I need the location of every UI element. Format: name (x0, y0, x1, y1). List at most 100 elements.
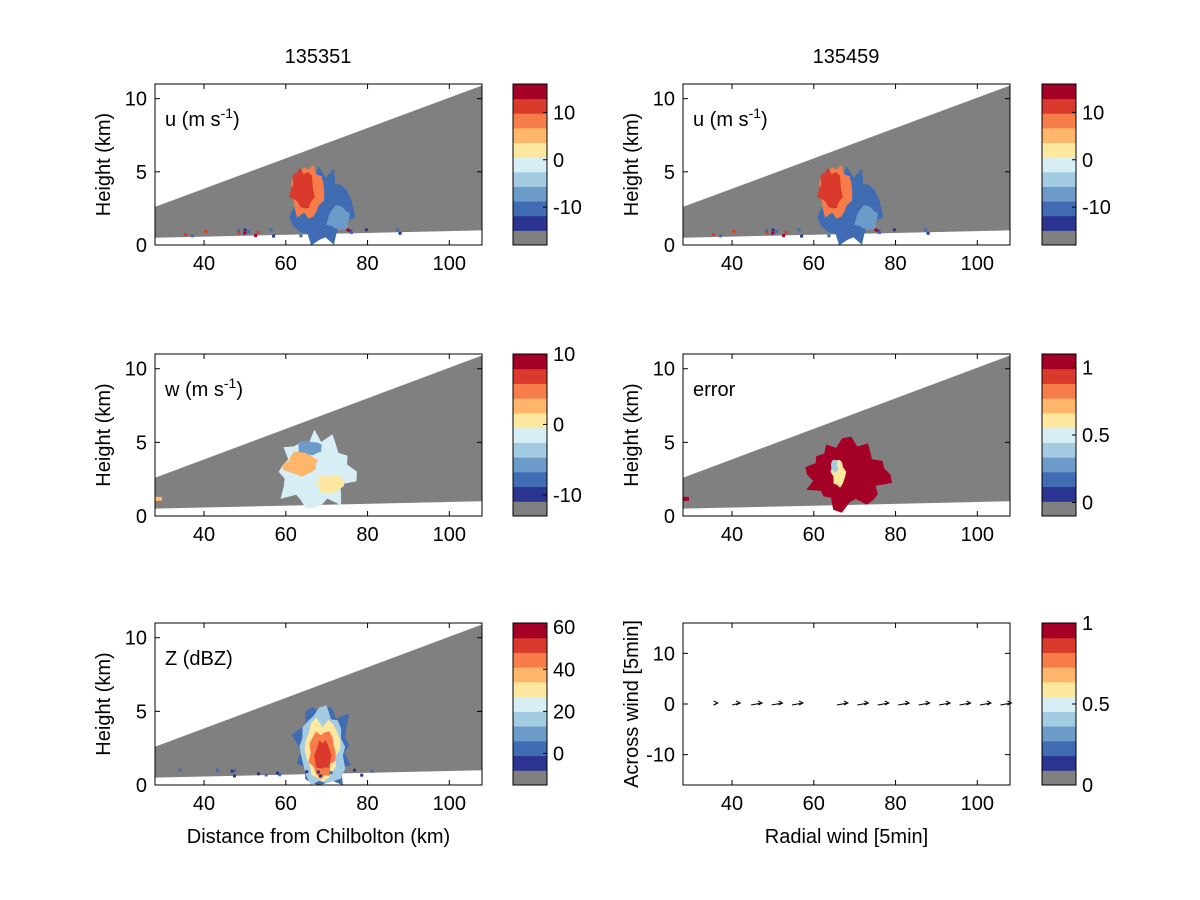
wind-vectors-arrow-shaft (877, 702, 889, 706)
wind-vectors-colorbar-label: 1 (1082, 613, 1093, 635)
u-135459-speckle (797, 228, 801, 232)
u-135351-speckle (237, 228, 241, 232)
u-135351-speckle (328, 230, 332, 233)
u-135351-colorbar-label: 0 (553, 150, 564, 172)
Z-135351-scan-region (155, 624, 482, 778)
wind-vectors-arrow-shaft (857, 702, 869, 706)
wind-vectors-arrow-shaft (771, 702, 783, 706)
u-135459-speckle (771, 228, 775, 232)
error-135459-colorbar-band (1042, 427, 1076, 443)
u-135459-panel-label: u (m s-1) (693, 105, 768, 131)
wind-vectors-arrow-shaft (791, 702, 804, 706)
u-135351-speckle (184, 233, 187, 236)
u-135459-colorbar-band (1042, 84, 1076, 100)
u-135351-axes-box (154, 83, 483, 246)
Z-135351-speckle (329, 771, 333, 775)
wind-vectors-arrow-head (757, 700, 764, 706)
error-135459-xtick-label: 100 (961, 524, 994, 546)
Z-135351-colorbar-band (513, 726, 547, 742)
u-135459-speckle (800, 234, 804, 238)
w-135351-edge-patch (155, 496, 162, 501)
u-135351-speckle (246, 230, 250, 233)
u-135459-speckle (924, 228, 928, 232)
u-135459-cell-red (817, 167, 843, 209)
Z-135351-speckle (233, 774, 236, 778)
u-135459-colorbar-label: 0 (1082, 150, 1093, 172)
error-135459-colorbar-band (1042, 457, 1076, 473)
wind-vectors-arrow-shaft (939, 702, 951, 706)
u-135459-label-tail: ) (761, 109, 768, 131)
w-135351-cell-blue (298, 441, 322, 456)
wind-vectors-colorbar-band (1042, 696, 1076, 712)
u-135351-cell-lightblue (326, 205, 350, 231)
Z-135351-ytick-label: 0 (136, 775, 147, 797)
u-135459-speckle (782, 234, 786, 238)
Z-135351-colorbar-label: 20 (553, 701, 575, 723)
u-135351-colorbar-frame (512, 83, 548, 246)
u-135351-speckle (396, 228, 400, 232)
w-135351-colorbar-band (513, 398, 547, 414)
Z-135351-xtick-label: 60 (275, 793, 297, 815)
error-135459-xtick-label: 60 (803, 524, 825, 546)
u-135459-colorbar-band (1042, 186, 1076, 202)
Z-135351-xtick-label: 40 (193, 793, 215, 815)
wind-vectors-colorbar-band (1042, 681, 1076, 698)
error-135459-colorbar-band (1042, 398, 1076, 414)
Z-135351-speckle (216, 768, 219, 772)
wind-vectors-xtick-label: 40 (721, 793, 743, 815)
wind-vectors-arrow-shaft (979, 702, 992, 706)
u-135459-speckle (874, 228, 878, 232)
Z-135351-colorbar-band (513, 740, 547, 757)
wind-vectors-ytick-label: -10 (646, 745, 675, 767)
wind-vectors-colorbar-band (1042, 652, 1076, 668)
w-135351-colorbar-band (513, 383, 547, 399)
wind-vectors-colorbar-band (1042, 740, 1076, 757)
w-135351-ytick-label: 5 (136, 432, 147, 454)
w-135351-cell-yellow (314, 475, 345, 494)
Z-135351-panel-label: Z (dBZ) (165, 648, 233, 670)
wind-vectors-arrow-shaft (918, 702, 930, 706)
u-135459-speckle (878, 231, 882, 235)
u-135351-ytick-label: 5 (136, 162, 147, 184)
w-135351-cell-orange (282, 451, 318, 477)
u-135459-speckle (712, 233, 715, 236)
error-135459-colorbar-band (1042, 354, 1076, 370)
u-135351-colorbar-band (513, 98, 547, 114)
w-135351-colorbar-band (513, 486, 547, 502)
wind-vectors-arrow-shaft (750, 702, 763, 706)
u-135459-speckle (926, 231, 930, 235)
Z-135351-ytick-label: 5 (136, 701, 147, 723)
u-135351-speckle (243, 231, 247, 235)
wind-vectors-arrow-shaft (836, 702, 849, 706)
wind-vectors-arrow-head (778, 700, 784, 706)
u-135459-colorbar-band (1042, 127, 1076, 144)
u-135459-ytick-label: 10 (653, 89, 675, 111)
Z-135351-speckle (316, 770, 320, 774)
Z-135351-speckle (353, 768, 356, 772)
u-135459-colorbar-band (1042, 98, 1076, 114)
u-135351-speckle (204, 229, 208, 233)
error-135459-cell-dark-red (805, 436, 892, 513)
u-135459-ytick-label: 0 (664, 235, 675, 257)
u-135459-speckle (850, 228, 854, 232)
wind-vectors-xtick-label: 100 (961, 793, 994, 815)
u-135351-speckle (322, 228, 326, 232)
u-135351-panel-label: u (m s-1) (165, 105, 240, 131)
w-135351-xtick-label: 80 (356, 524, 378, 546)
Z-135351-colorbar-band (513, 770, 547, 786)
u-135351-ytick-label: 0 (136, 235, 147, 257)
error-135459-panel-label: error (693, 379, 736, 401)
u-135351-colorbar-band (513, 230, 547, 246)
wind-vectors-ylabel: Across wind [5min] (621, 620, 643, 788)
u-135351-colorbar-label: 10 (553, 102, 575, 124)
Z-135351-ytick-label: 10 (125, 628, 147, 650)
w-135351-colorbar-band (513, 368, 547, 384)
u-135459-colorbar-band (1042, 215, 1076, 231)
u-135351-label-superscript: -1 (221, 105, 234, 121)
error-135459-ytick-label: 5 (664, 432, 675, 454)
w-135351-xtick-label: 60 (275, 524, 297, 546)
Z-135351-colorbar-band (513, 667, 547, 683)
u-135459-speckle (732, 229, 736, 233)
